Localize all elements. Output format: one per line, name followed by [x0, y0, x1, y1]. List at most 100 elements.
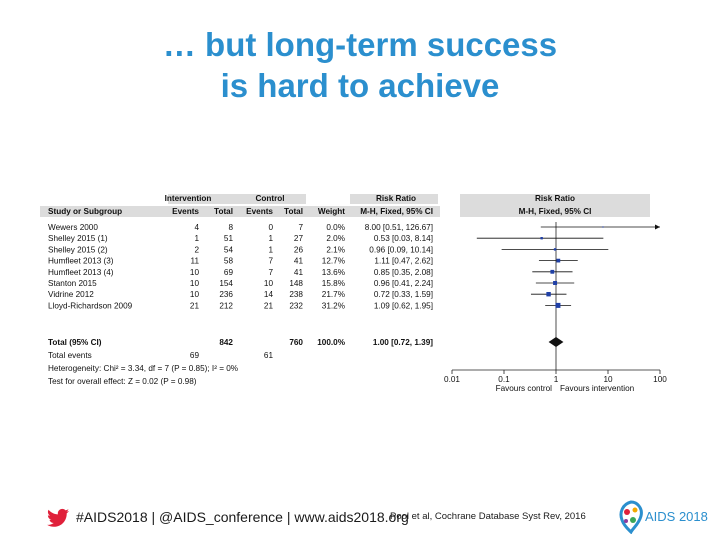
weight: 2.1% [326, 245, 345, 254]
int-total: 212 [219, 301, 233, 310]
study-name: Vidrine 2012 [48, 290, 94, 299]
weight: 15.8% [322, 279, 345, 288]
header-ctrl-events: Events [246, 207, 273, 216]
ctrl-events: 10 [264, 279, 274, 288]
x-tick-label: 0.1 [498, 375, 510, 384]
x-tick-label: 10 [603, 375, 613, 384]
ctrl-events: 21 [264, 301, 274, 310]
total-ctrl: 760 [289, 338, 303, 347]
int-events: 1 [194, 234, 199, 243]
rr-ci-text: 0.85 [0.35, 2.08] [374, 268, 433, 277]
slide-title: … but long-term success is hard to achie… [0, 24, 720, 106]
footer-citation: Pool et al, Cochrane Database Syst Rev, … [390, 511, 586, 522]
ctrl-total: 148 [289, 279, 303, 288]
study-name: Shelley 2015 (2) [48, 245, 108, 254]
header-intervention: Intervention [165, 194, 212, 203]
int-total: 69 [224, 268, 234, 277]
rr-ci-text: 0.96 [0.41, 2.24] [374, 279, 433, 288]
weight: 13.6% [322, 268, 345, 277]
point-estimate [553, 281, 558, 285]
header-int-events: Events [172, 207, 199, 216]
ci-arrow [655, 224, 660, 230]
rr-ci-text: 0.72 [0.33, 1.59] [374, 290, 433, 299]
total-events-label: Total events [48, 351, 92, 360]
header-ctrl-total: Total [284, 207, 303, 216]
int-events: 10 [190, 268, 200, 277]
ctrl-events: 0 [268, 223, 273, 232]
ctrl-total: 27 [294, 234, 304, 243]
header-weight: Weight [318, 207, 345, 216]
ctrl-events: 1 [268, 245, 273, 254]
int-events: 4 [194, 223, 199, 232]
summary-diamond [548, 337, 564, 347]
total-rr-ci: 1.00 [0.72, 1.39] [373, 338, 433, 347]
int-total: 154 [219, 279, 233, 288]
study-name: Stanton 2015 [48, 279, 97, 288]
total-name: Total (95% CI) [48, 338, 102, 347]
int-events: 11 [191, 257, 200, 266]
study-name: Humfleet 2013 (4) [48, 268, 114, 277]
ctrl-total: 41 [294, 257, 304, 266]
rr-ci-text: 8.00 [0.51, 126.67] [365, 223, 433, 232]
favours-control-label: Favours control [496, 384, 553, 393]
ctrl-total: 26 [294, 245, 304, 254]
ctrl-events: 7 [268, 257, 273, 266]
int-events: 2 [194, 245, 199, 254]
ctrl-total: 232 [289, 301, 303, 310]
rr-ci-text: 1.09 [0.62, 1.95] [374, 301, 433, 310]
header-control: Control [255, 194, 284, 203]
ctrl-events: 7 [268, 268, 273, 277]
ctrl-events: 1 [268, 234, 273, 243]
int-total: 8 [228, 223, 233, 232]
point-estimate [553, 248, 557, 251]
header-study: Study or Subgroup [48, 207, 122, 216]
total-weight: 100.0% [317, 338, 345, 347]
title-line-1: … but long-term success [162, 26, 558, 63]
point-estimate [556, 258, 561, 263]
point-estimate [540, 237, 543, 240]
header-band-rr [350, 194, 438, 204]
ctrl-total: 41 [294, 268, 304, 277]
total-events-ctrl: 61 [264, 351, 274, 360]
rr-ci-text: 0.53 [0.03, 8.14] [374, 234, 433, 243]
point-estimate [555, 302, 561, 308]
int-events: 21 [190, 301, 200, 310]
header-band-columns [40, 206, 440, 217]
study-name: Shelley 2015 (1) [48, 234, 108, 243]
x-tick-label: 1 [554, 375, 559, 384]
logo-text: AIDS 2018 [645, 509, 708, 524]
int-total: 58 [224, 257, 234, 266]
rr-ci-text: 0.96 [0.09, 10.14] [369, 245, 433, 254]
header-int-total: Total [214, 207, 233, 216]
overall-effect-text: Test for overall effect: Z = 0.02 (P = 0… [48, 377, 197, 386]
weight: 12.7% [322, 257, 345, 266]
int-total: 54 [224, 245, 234, 254]
int-total: 236 [219, 290, 233, 299]
study-name: Humfleet 2013 (3) [48, 257, 114, 266]
study-name: Lloyd-Richardson 2009 [48, 301, 133, 310]
int-total: 51 [224, 234, 234, 243]
header-plot-ci: M-H, Fixed, 95% CI [519, 207, 592, 216]
weight: 0.0% [326, 223, 345, 232]
rr-ci-text: 1.11 [0.47, 2.62] [374, 257, 433, 266]
weight: 21.7% [322, 290, 345, 299]
weight: 2.0% [326, 234, 345, 243]
x-tick-label: 100 [653, 375, 667, 384]
int-events: 10 [190, 290, 200, 299]
header-rr-ci: M-H, Fixed, 95% CI [360, 207, 433, 216]
favours-intervention-label: Favours intervention [560, 384, 635, 393]
header-band-groups [168, 194, 306, 204]
heterogeneity-text: Heterogeneity: Chi² = 3.34, df = 7 (P = … [48, 364, 238, 373]
header-band-plot [460, 194, 650, 217]
weight: 31.2% [322, 301, 345, 310]
point-estimate [546, 291, 551, 297]
int-events: 10 [190, 279, 200, 288]
footer-hashtags: #AIDS2018 | @AIDS_conference | www.aids2… [76, 509, 409, 525]
header-plot-title: Risk Ratio [535, 194, 575, 203]
point-estimate [602, 226, 604, 228]
ctrl-total: 7 [298, 223, 303, 232]
aids-logo [619, 500, 643, 534]
total-int: 842 [219, 338, 233, 347]
x-tick-label: 0.01 [444, 375, 460, 384]
